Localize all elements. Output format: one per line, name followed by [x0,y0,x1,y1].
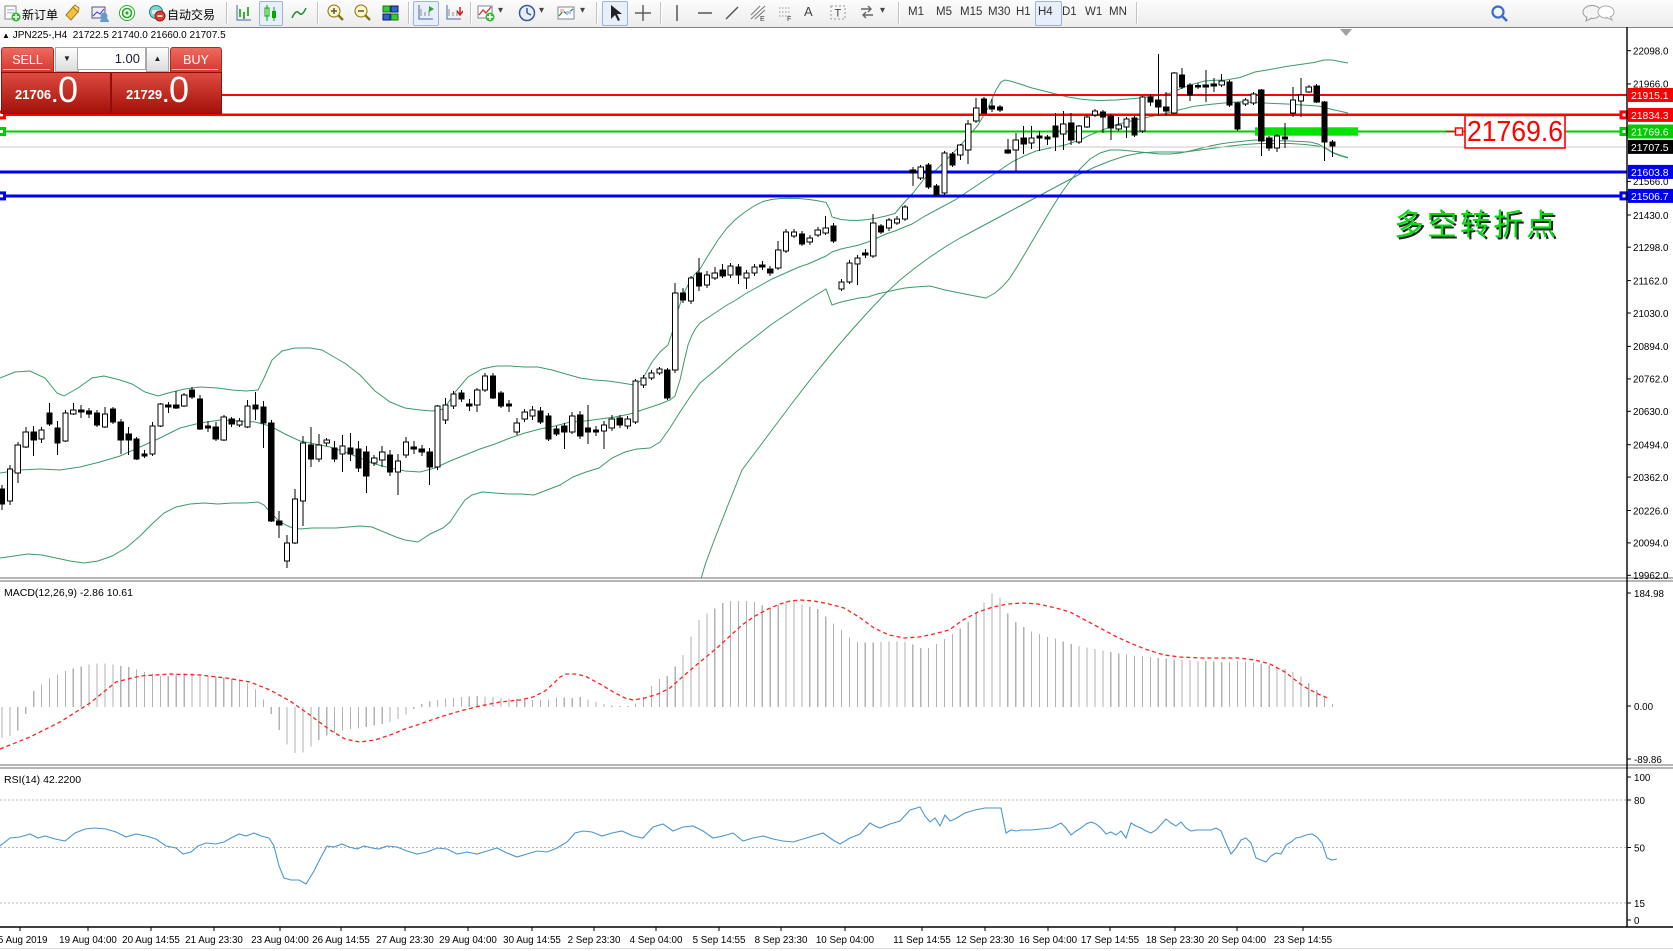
svg-text:29 Aug 04:00: 29 Aug 04:00 [439,935,497,946]
svg-text:21707.5: 21707.5 [1631,143,1669,154]
svg-text:21298.0: 21298.0 [1633,243,1669,254]
svg-text:27 Aug 23:30: 27 Aug 23:30 [376,935,434,946]
svg-text:-89.86: -89.86 [1634,755,1662,766]
svg-text:184.98: 184.98 [1634,589,1665,600]
svg-text:15: 15 [1634,899,1645,910]
svg-text:20762.0: 20762.0 [1633,375,1669,386]
svg-text:21915.1: 21915.1 [1631,91,1669,102]
svg-text:0: 0 [1634,916,1640,927]
svg-text:30 Aug 14:55: 30 Aug 14:55 [503,935,561,946]
svg-text:21603.8: 21603.8 [1631,168,1669,179]
svg-text:21030.0: 21030.0 [1633,309,1669,320]
svg-text:21834.3: 21834.3 [1631,111,1669,122]
svg-text:多空转折点: 多空转折点 [1394,209,1559,242]
svg-text:21769.6: 21769.6 [1467,116,1563,148]
svg-text:100: 100 [1634,773,1651,784]
svg-text:E: E [760,16,765,23]
svg-text:21566.0: 21566.0 [1633,177,1669,188]
svg-text:22098.0: 22098.0 [1633,47,1669,58]
svg-text:20 Sep 04:00: 20 Sep 04:00 [1208,935,1267,946]
svg-text:21966.0: 21966.0 [1633,80,1669,91]
svg-text:11 Sep 14:55: 11 Sep 14:55 [893,935,951,946]
svg-text:16 Sep 04:00: 16 Sep 04:00 [1019,935,1078,946]
svg-text:4 Sep 04:00: 4 Sep 04:00 [630,935,683,946]
svg-text:18 Sep 23:30: 18 Sep 23:30 [1146,935,1205,946]
svg-text:12 Sep 23:30: 12 Sep 23:30 [956,935,1015,946]
svg-text:10 Sep 04:00: 10 Sep 04:00 [816,935,875,946]
svg-text:21162.0: 21162.0 [1633,276,1668,287]
svg-text:15 Aug 2019: 15 Aug 2019 [0,935,48,946]
svg-text:20 Aug 14:55: 20 Aug 14:55 [122,935,180,946]
svg-text:T: T [835,8,842,20]
svg-text:F: F [787,16,791,23]
svg-text:19 Aug 04:00: 19 Aug 04:00 [59,935,117,946]
svg-text:▲ JPN225-,H4 21722.5 21740.0: ▲ JPN225-,H4 21722.5 21740.0 21660.0 217… [2,30,226,41]
svg-text:80: 80 [1634,796,1645,807]
svg-text:2 Sep 23:30: 2 Sep 23:30 [568,935,621,946]
svg-text:19962.0: 19962.0 [1633,571,1669,582]
svg-text:20226.0: 20226.0 [1633,506,1669,517]
svg-text:20894.0: 20894.0 [1633,342,1669,353]
svg-text:RSI(14) 42.2200: RSI(14) 42.2200 [4,774,81,786]
svg-text:21506.7: 21506.7 [1631,192,1669,203]
svg-text:5 Sep 14:55: 5 Sep 14:55 [693,935,746,946]
svg-text:0.00: 0.00 [1634,702,1654,713]
svg-text:26 Aug 14:55: 26 Aug 14:55 [312,935,370,946]
svg-text:50: 50 [1634,844,1645,855]
svg-text:23 Sep 14:55: 23 Sep 14:55 [1274,935,1333,946]
svg-text:21 Aug 23:30: 21 Aug 23:30 [185,935,243,946]
svg-text:20494.0: 20494.0 [1633,441,1669,452]
svg-text:8 Sep 23:30: 8 Sep 23:30 [755,935,808,946]
svg-text:21769.6: 21769.6 [1631,127,1669,138]
svg-text:MACD(12,26,9) -2.86 10.61: MACD(12,26,9) -2.86 10.61 [4,587,133,599]
svg-text:20630.0: 20630.0 [1633,407,1669,418]
svg-text:23 Aug 04:00: 23 Aug 04:00 [251,935,309,946]
svg-text:20094.0: 20094.0 [1633,539,1669,550]
svg-text:20362.0: 20362.0 [1633,473,1669,484]
svg-text:17 Sep 14:55: 17 Sep 14:55 [1081,935,1140,946]
svg-text:21430.0: 21430.0 [1633,211,1669,222]
svg-text:多空转折点: 多空转折点 [1396,211,1561,244]
